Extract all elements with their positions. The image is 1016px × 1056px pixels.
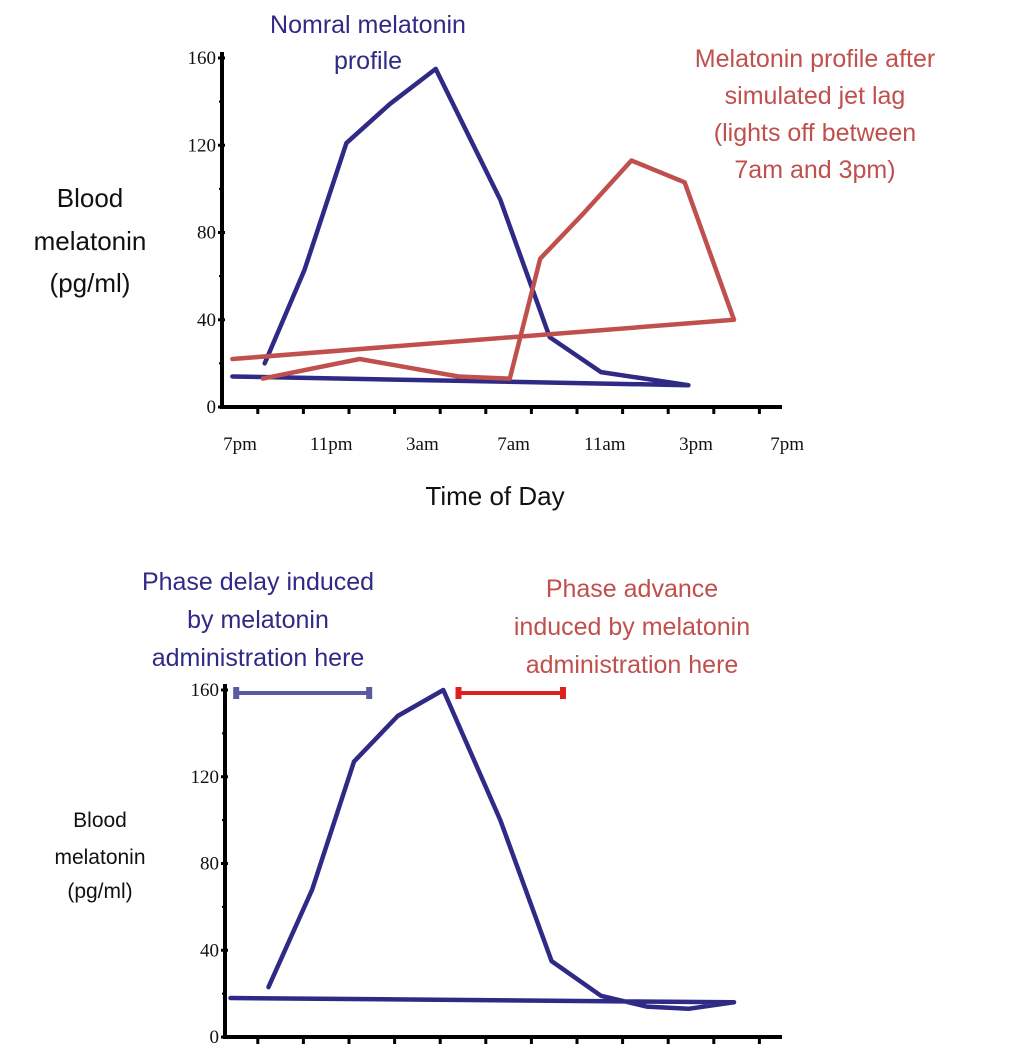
y-axis-label: melatonin xyxy=(34,226,147,256)
y-tick-label: 0 xyxy=(210,1027,220,1048)
normal-profile-label: profile xyxy=(334,47,402,75)
phase-advance-label: Phase advance xyxy=(546,575,718,603)
x-tick-label: 7pm xyxy=(770,434,804,455)
y-tick-label: 80 xyxy=(200,854,219,875)
bar-end-cap xyxy=(233,687,240,699)
phase-delay-label: Phase delay induced xyxy=(142,568,374,596)
jetlag-profile-label: (lights off between xyxy=(714,119,916,147)
y-axis-label: (pg/ml) xyxy=(67,880,132,903)
bar-end-cap xyxy=(560,687,566,699)
y-axis-label: (pg/ml) xyxy=(50,268,131,298)
phase-advance-label: induced by melatonin xyxy=(514,613,750,641)
x-tick-label: 3pm xyxy=(679,434,713,455)
y-tick-label: 40 xyxy=(197,310,216,331)
jetlag-profile-label: Melatonin profile after xyxy=(695,45,935,73)
x-tick-label: 7am xyxy=(497,434,530,455)
bar-end-cap xyxy=(366,687,373,699)
series-line-0 xyxy=(230,66,691,388)
y-axis-label: melatonin xyxy=(54,846,145,869)
bar-end-cap xyxy=(455,687,462,699)
phase-delay-label: administration here xyxy=(152,644,365,672)
series-line-0 xyxy=(228,687,737,1012)
x-tick-label: 11am xyxy=(584,434,626,455)
y-tick-label: 120 xyxy=(188,135,217,156)
normal-profile-label: Nomral melatonin xyxy=(270,11,466,39)
y-tick-label: 80 xyxy=(197,223,216,244)
x-tick-label: 11pm xyxy=(310,434,353,455)
phase-delay-label: by melatonin xyxy=(187,606,329,634)
x-axis-label: Time of Day xyxy=(425,481,564,511)
y-tick-label: 160 xyxy=(191,680,220,701)
y-axis-label: Blood xyxy=(57,183,124,213)
x-tick-label: 3am xyxy=(406,434,439,455)
jetlag-profile-label: 7am and 3pm) xyxy=(734,156,895,184)
y-tick-label: 40 xyxy=(200,940,219,961)
phase-advance-label: administration here xyxy=(526,651,739,679)
series-line-1 xyxy=(230,158,737,381)
y-tick-label: 0 xyxy=(207,397,217,418)
y-axis-label: Blood xyxy=(73,809,127,832)
jetlag-profile-label: simulated jet lag xyxy=(725,82,906,110)
y-tick-label: 160 xyxy=(188,48,217,69)
x-tick-label: 7pm xyxy=(223,434,257,455)
y-tick-label: 120 xyxy=(191,767,220,788)
